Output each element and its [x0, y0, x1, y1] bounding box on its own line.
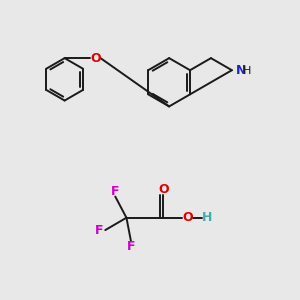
Text: F: F — [111, 185, 119, 198]
Text: O: O — [182, 211, 193, 224]
Text: N: N — [236, 64, 247, 77]
Text: F: F — [127, 240, 135, 253]
Text: O: O — [90, 52, 101, 64]
Text: O: O — [158, 183, 169, 196]
Text: F: F — [95, 224, 103, 237]
Text: H: H — [202, 211, 213, 224]
Text: H: H — [243, 66, 251, 76]
